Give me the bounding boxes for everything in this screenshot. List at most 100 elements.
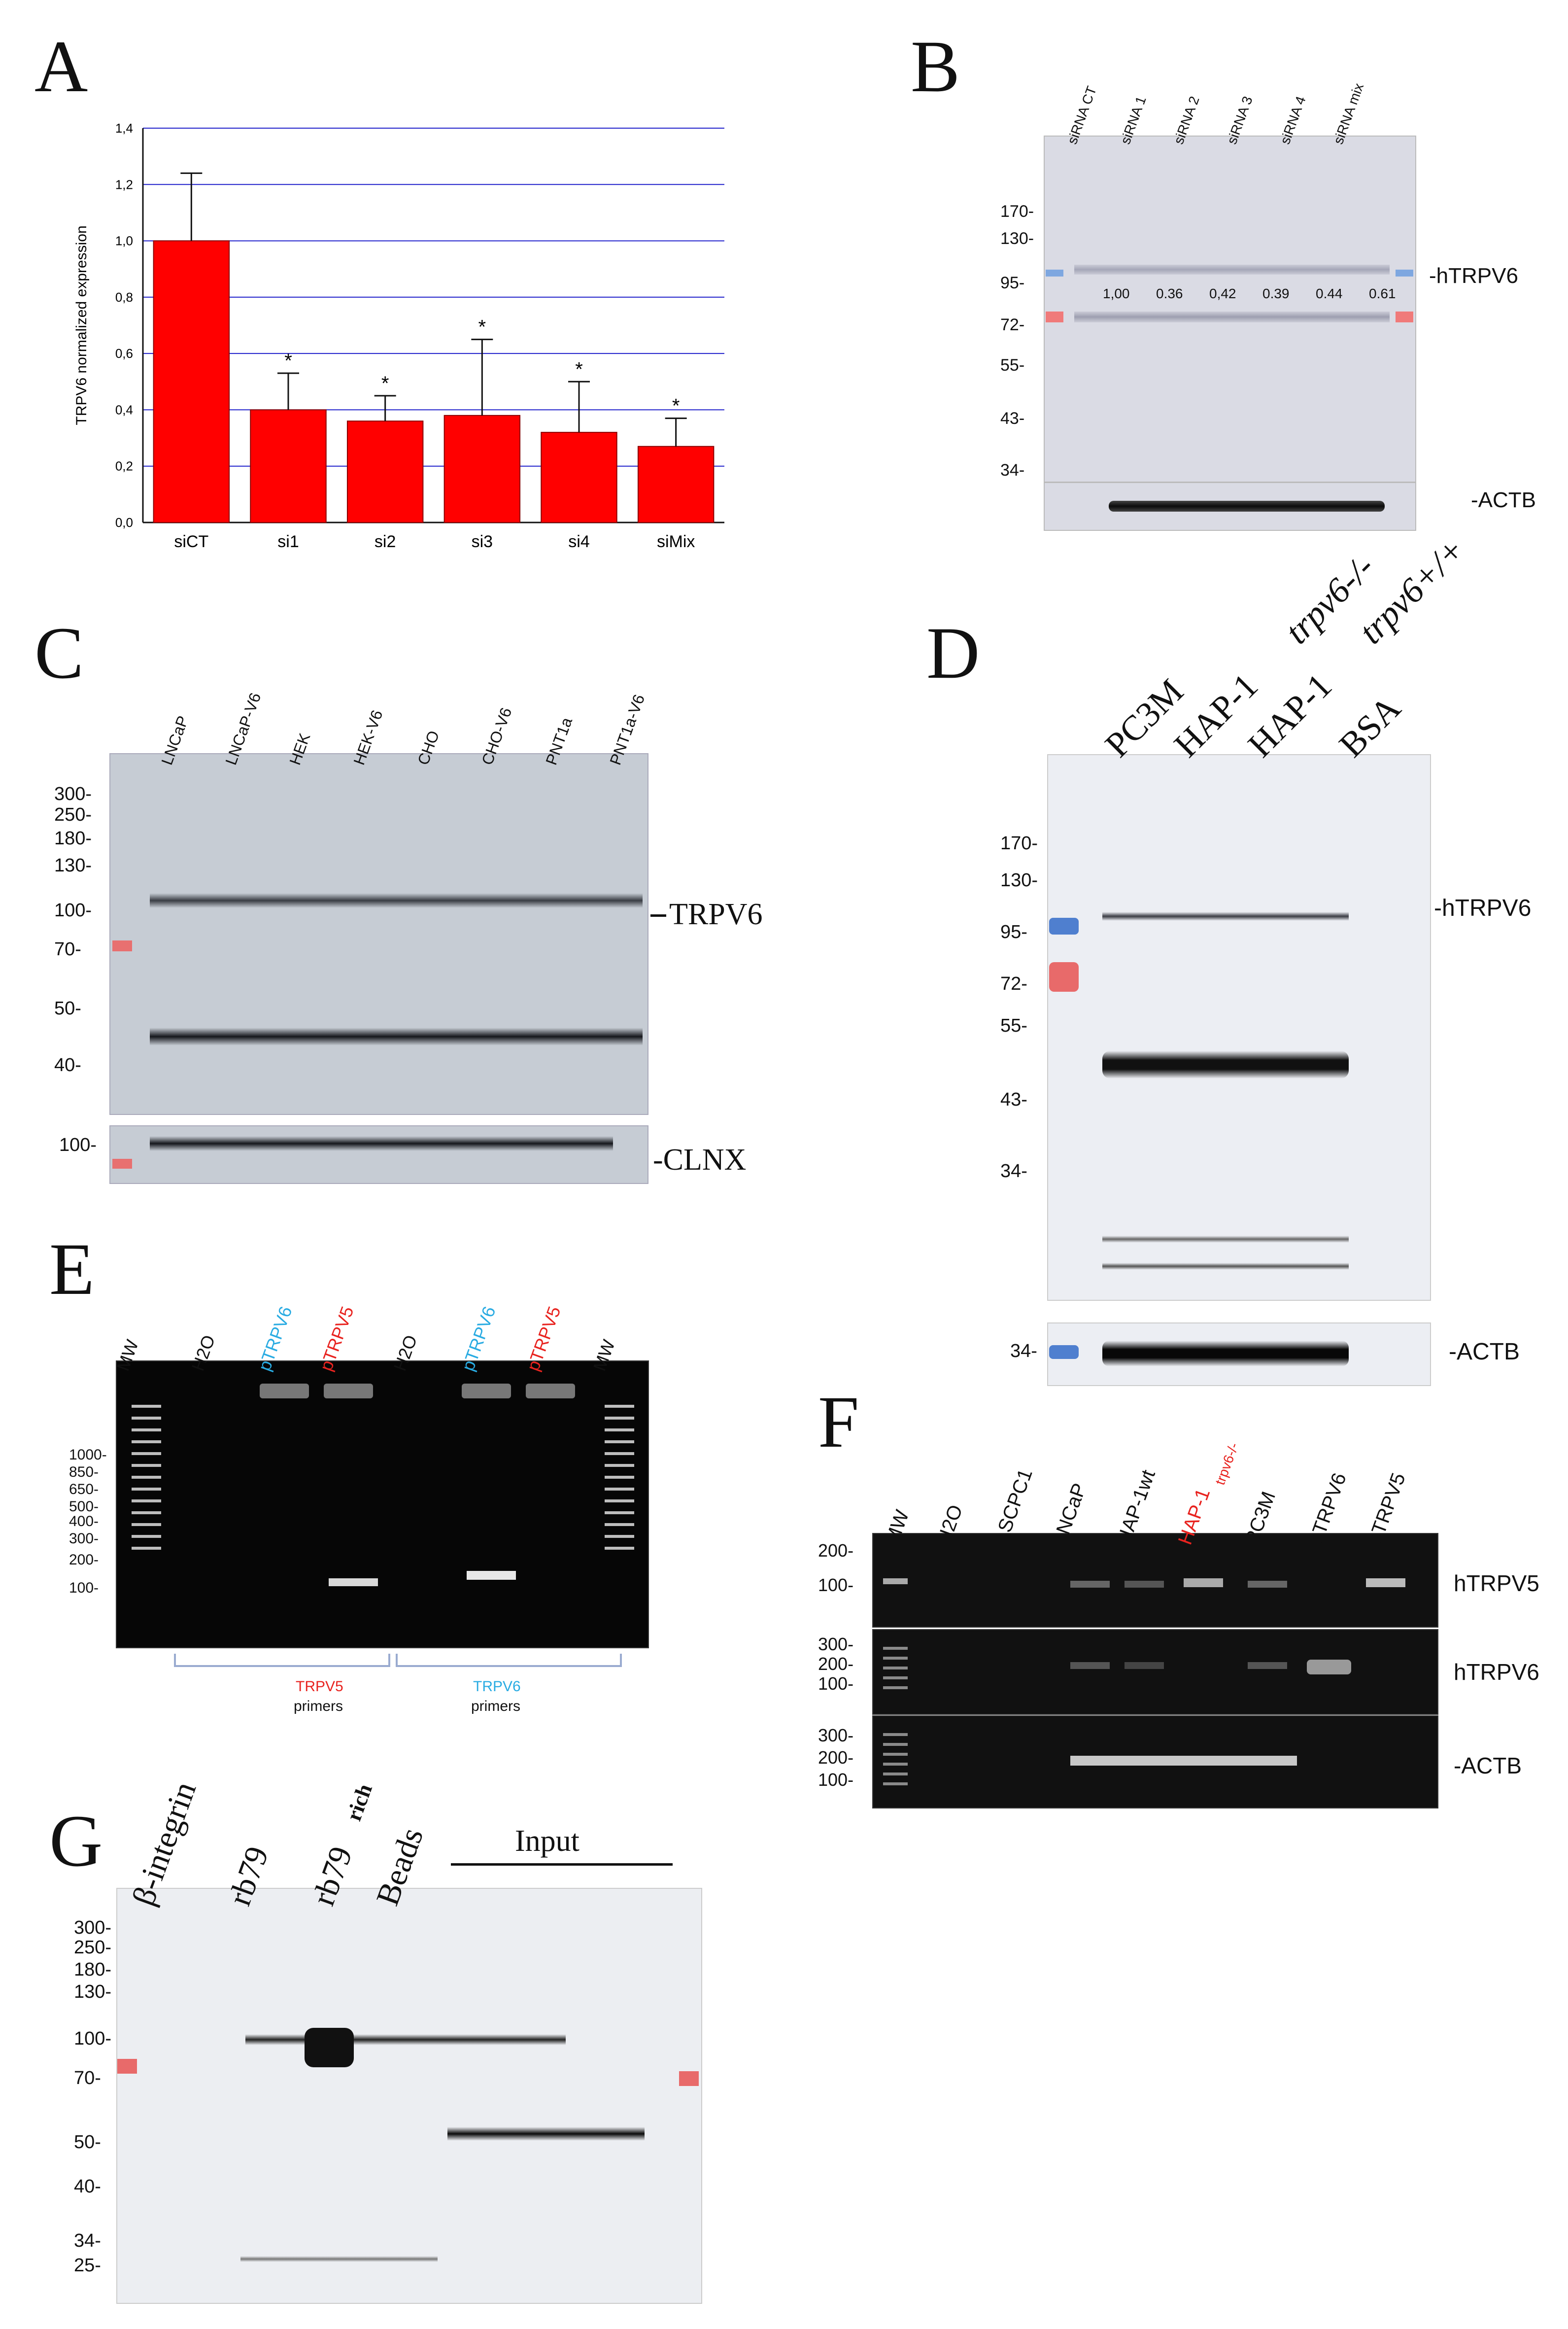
panel-a-letter: A <box>34 26 88 107</box>
panel-d-band-95 <box>1102 912 1349 921</box>
panel-b-marker: 170- <box>1000 202 1034 221</box>
panel-g-marker: 250- <box>74 1937 112 1958</box>
panel-b-marker: 130- <box>1000 229 1034 248</box>
panel-b-quant-value: 0,42 <box>1209 286 1236 301</box>
panel-b-label-actb: -ACTB <box>1471 488 1536 512</box>
panel-c-ladder-red <box>112 940 132 951</box>
panel-g-blot <box>116 1888 702 2304</box>
panel-c-blot-main <box>109 753 648 1115</box>
panel-g-lane-label: rich <box>341 1780 377 1824</box>
panel-c-label-trpv6: TRPV6 <box>669 898 763 931</box>
panel-c-marker: 70- <box>54 939 81 960</box>
panel-d-lane-label: trpv6+/+ <box>1351 529 1473 652</box>
panel-d-blot-actb <box>1047 1322 1431 1386</box>
panel-d-marker: 55- <box>1000 1015 1027 1036</box>
panel-g-marker: 180- <box>74 1959 112 1980</box>
panel-d-band-low-1 <box>1102 1236 1349 1243</box>
panel-f-marker-mid: 300- <box>818 1634 854 1654</box>
x-tick-label: si1 <box>277 532 299 551</box>
panel-d-band-low-2 <box>1102 1263 1349 1270</box>
panel-b-ladder-left <box>1046 270 1063 277</box>
panel-g-band-rich <box>305 2028 354 2067</box>
panel-d-lane-label: PC3M <box>1097 671 1191 765</box>
panel-e-marker: 300- <box>69 1530 99 1547</box>
panel-f-mid-band-3 <box>1248 1662 1287 1669</box>
bar-si4 <box>541 432 617 523</box>
panel-b-ladder-right-red <box>1396 312 1413 322</box>
panel-e-marker: 650- <box>69 1481 99 1497</box>
panel-c-letter: C <box>34 612 84 694</box>
panel-b-band-55 <box>1074 312 1390 322</box>
panel-e-marker: 500- <box>69 1498 99 1515</box>
panel-f-bot-band <box>1070 1756 1297 1766</box>
panel-c-marker: 180- <box>54 828 92 849</box>
panel-b-band-95 <box>1074 265 1390 275</box>
panel-c-clnx-band <box>150 1136 613 1151</box>
panel-d-marker: 130- <box>1000 870 1038 891</box>
x-tick-label: si3 <box>472 532 493 551</box>
panel-e-well-band-3 <box>462 1384 511 1398</box>
panel-c-marker: 50- <box>54 998 81 1019</box>
bar-si2 <box>346 420 424 523</box>
panel-f-gel-bot <box>872 1715 1438 1808</box>
panel-f-marker-bot: 300- <box>818 1725 854 1745</box>
panel-f-top-band-1 <box>1070 1581 1110 1588</box>
y-axis-label: TRPV6 normalized expression <box>73 225 90 425</box>
panel-e-group-trpv5-sub: primers <box>294 1698 343 1714</box>
x-tick-label: si4 <box>568 532 589 551</box>
panel-g-input-line <box>451 1863 673 1866</box>
y-tick-label: 0,0 <box>115 515 133 530</box>
panel-c-marker: 250- <box>54 804 92 825</box>
panel-b-quant-value: 0.44 <box>1316 286 1343 301</box>
panel-g-marker: 100- <box>74 2028 112 2049</box>
panel-e-marker: 1000- <box>69 1447 107 1463</box>
panel-b-marker: 72- <box>1000 315 1025 334</box>
panel-b-quant-value: 0.61 <box>1369 286 1396 301</box>
panel-c-marker: 300- <box>54 784 92 804</box>
panel-g-band-input <box>447 2127 645 2141</box>
panel-b-marker: 55- <box>1000 356 1025 375</box>
panel-g-marker: 70- <box>74 2068 101 2088</box>
panel-e-marker: 400- <box>69 1513 99 1529</box>
panel-f-label-htrpv6: hTRPV6 <box>1454 1659 1539 1685</box>
panel-f-label-htrpv5: hTRPV5 <box>1454 1570 1539 1596</box>
panel-g-marker: 25- <box>74 2255 101 2276</box>
panel-g-band-25 <box>240 2256 438 2262</box>
panel-d-blot-main <box>1047 754 1431 1301</box>
panel-e-group-trpv5: TRPV5 <box>296 1678 343 1695</box>
y-tick-label: 1,0 <box>115 234 133 248</box>
panel-c-band-100 <box>150 893 643 908</box>
panel-d-ladder-blue <box>1049 918 1079 935</box>
bar-siCT <box>153 240 230 523</box>
panel-g-ladder-red-right <box>679 2071 699 2086</box>
panel-e-letter: E <box>49 1228 95 1310</box>
panel-f-top-band-3 <box>1184 1578 1223 1587</box>
panel-g-lane-label: Input <box>515 1824 579 1858</box>
y-tick-label: 0,6 <box>115 346 133 361</box>
panel-d-marker: 95- <box>1000 922 1027 942</box>
panel-d-band-50 <box>1102 1051 1349 1078</box>
bar-si3 <box>443 415 521 523</box>
panel-d-marker: 34- <box>1000 1161 1027 1182</box>
y-tick-label: 0,4 <box>115 402 133 417</box>
panel-f-marker-mid: 200- <box>818 1654 854 1674</box>
panel-c-marker: 130- <box>54 855 92 876</box>
x-tick-label: si2 <box>375 532 396 551</box>
y-tick-label: 1,4 <box>115 121 133 136</box>
panel-f-mid-band-1 <box>1070 1662 1110 1669</box>
panel-g-marker: 300- <box>74 1917 112 1938</box>
panel-e-marker: 200- <box>69 1552 99 1568</box>
panel-f-top-band-2 <box>1125 1581 1164 1588</box>
panel-c-marker-clnx: 100- <box>59 1135 97 1155</box>
panel-g-marker: 34- <box>74 2230 101 2251</box>
panel-a-bar-chart: 0,0 0,2 0,4 0,6 0,8 1,0 1,2 1,4 TRPV6 normalized… <box>73 121 724 551</box>
panel-f-letter: F <box>818 1381 859 1463</box>
panel-d-lane-label: HAP-1 <box>1240 665 1339 765</box>
panel-c-marker: 100- <box>54 900 92 921</box>
significance-star: * <box>284 350 292 372</box>
y-tick-label: 1,2 <box>115 177 133 192</box>
panel-d-letter: D <box>926 612 980 694</box>
y-tick-label: 0,8 <box>115 290 133 305</box>
panel-f-top-band-4 <box>1248 1581 1287 1588</box>
panel-f-marker-bot: 200- <box>818 1747 854 1768</box>
